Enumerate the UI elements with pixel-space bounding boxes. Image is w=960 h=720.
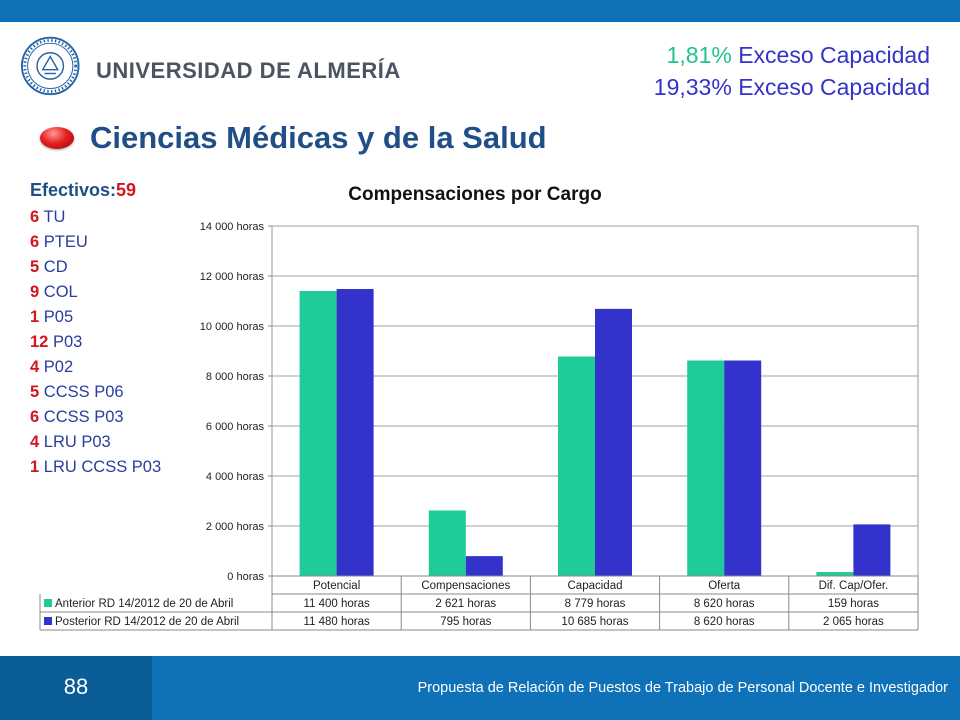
y-tick-label: 2 000 horas: [206, 521, 265, 533]
staff-item-label: COL: [39, 283, 78, 301]
staff-item-count: 1: [30, 458, 40, 476]
y-tick-label: 4 000 horas: [206, 471, 265, 483]
staff-item-count: 5: [30, 383, 40, 401]
x-category-label: Oferta: [708, 580, 741, 592]
excess-capacity-line-2: 19,33% Exceso Capacidad: [654, 74, 930, 101]
staff-item-label: PTEU: [39, 233, 88, 251]
staff-item: 4 LRU P03: [30, 430, 180, 455]
staff-item-count: 4: [30, 358, 40, 376]
legend-swatch: [44, 599, 52, 607]
bar-anterior: [558, 356, 595, 576]
staff-item-label: P05: [39, 308, 74, 326]
staff-item-label: CCSS P06: [39, 383, 124, 401]
staff-item-count: 12: [30, 333, 49, 351]
x-category-label: Capacidad: [568, 580, 623, 592]
data-label: 8 620 horas: [694, 616, 755, 628]
data-label: 795 horas: [440, 616, 491, 628]
university-seal-icon: [21, 36, 80, 96]
staff-item: 6 CCSS P03: [30, 405, 180, 430]
staff-item-label: CCSS P03: [39, 408, 124, 426]
data-label: 11 480 horas: [303, 616, 370, 628]
excess-capacity-line-1: 1,81% Exceso Capacidad: [667, 42, 930, 69]
staff-items: 6 TU 6 PTEU 5 CD 9 COL 1 P05 12 P03 4 P02 5 CCS…: [30, 205, 180, 480]
legend-swatch: [44, 617, 52, 625]
staff-item-label: LRU P03: [39, 433, 111, 451]
staff-item: 4 P02: [30, 355, 180, 380]
staff-item-count: 6: [30, 208, 40, 226]
staff-heading: Efectivos:59: [30, 178, 180, 203]
staff-item: 5 CCSS P06: [30, 380, 180, 405]
bar-anterior: [428, 510, 466, 576]
bar-anterior: [687, 360, 725, 576]
page-number: 88: [63, 674, 89, 699]
staff-heading-count: 59: [116, 180, 137, 200]
bar-posterior: [853, 524, 891, 576]
y-tick-label: 6 000 horas: [206, 421, 265, 433]
excess-percent-2: 19,33%: [653, 74, 732, 100]
staff-item-count: 1: [30, 308, 40, 326]
staff-item-label: P03: [48, 333, 83, 351]
slide-title: Ciencias Médicas y de la Salud: [40, 118, 547, 158]
y-tick-label: 8 000 horas: [206, 371, 265, 383]
bar-posterior: [595, 308, 632, 576]
legend-label: Posterior RD 14/2012 de 20 de Abril: [55, 616, 239, 628]
bar-chart: 0 horas 2 000 horas 4 000 horas 6 000 horas…: [39, 221, 919, 631]
x-category-label: Potencial: [313, 580, 360, 592]
bar-posterior: [465, 556, 503, 576]
staff-item: 1 LRU CCSS P03: [30, 455, 180, 480]
excess-label-2: Exceso Capacidad: [731, 74, 930, 100]
footer-page-box: 88: [0, 656, 152, 720]
bar-posterior: [724, 360, 762, 576]
y-tick-label: 12 000 horas: [200, 271, 265, 283]
y-tick-label: 14 000 horas: [200, 221, 265, 233]
top-bar: [0, 0, 960, 22]
staff-item-count: 6: [30, 233, 40, 251]
slide-title-text: Ciencias Médicas y de la Salud: [90, 120, 547, 155]
data-label: 8 620 horas: [694, 598, 755, 610]
excess-percent-1: 1,81%: [666, 42, 732, 68]
excess-label-1: Exceso Capacidad: [731, 42, 930, 68]
data-label: 2 621 horas: [435, 598, 496, 610]
footer: 88 Propuesta de Relación de Puestos de T…: [0, 656, 960, 720]
staff-item: 6 PTEU: [30, 230, 180, 255]
footer-text: Propuesta de Relación de Puestos de Trab…: [417, 680, 948, 696]
staff-item-label: CD: [39, 258, 68, 276]
staff-item-label: LRU CCSS P03: [39, 458, 162, 476]
staff-item-label: P02: [39, 358, 74, 376]
staff-item-count: 5: [30, 258, 40, 276]
data-label: 159 horas: [828, 598, 879, 610]
staff-list: Efectivos:59 6 TU 6 PTEU 5 CD 9 COL 1 P05 12 …: [30, 178, 180, 480]
staff-item: 12 P03: [30, 330, 180, 355]
staff-item-count: 6: [30, 408, 40, 426]
data-label: 8 779 horas: [565, 598, 626, 610]
y-tick-label: 0 horas: [227, 571, 264, 583]
y-tick-label: 10 000 horas: [200, 321, 265, 333]
data-label: 11 400 horas: [303, 598, 370, 610]
data-label: 2 065 horas: [823, 616, 884, 628]
university-name: UNIVERSIDAD DE ALMERÍA: [96, 58, 401, 83]
x-category-label: Compensaciones: [421, 580, 510, 592]
staff-item: 6 TU: [30, 205, 180, 230]
bar-posterior: [336, 289, 374, 576]
data-label: 10 685 horas: [561, 616, 628, 628]
staff-item: 1 P05: [30, 305, 180, 330]
bar-anterior: [299, 291, 337, 576]
staff-heading-label: Efectivos:: [30, 180, 117, 200]
staff-item-label: TU: [39, 208, 66, 226]
staff-item-count: 4: [30, 433, 40, 451]
chart-title: Compensaciones por Cargo: [348, 184, 602, 205]
red-bullet-icon: [40, 127, 74, 149]
x-category-label: Dif. Cap/Ofer.: [819, 580, 889, 592]
staff-item: 5 CD: [30, 255, 180, 280]
staff-item-count: 9: [30, 283, 40, 301]
legend-label: Anterior RD 14/2012 de 20 de Abril: [55, 598, 233, 610]
staff-item: 9 COL: [30, 280, 180, 305]
bar-anterior: [816, 572, 854, 576]
